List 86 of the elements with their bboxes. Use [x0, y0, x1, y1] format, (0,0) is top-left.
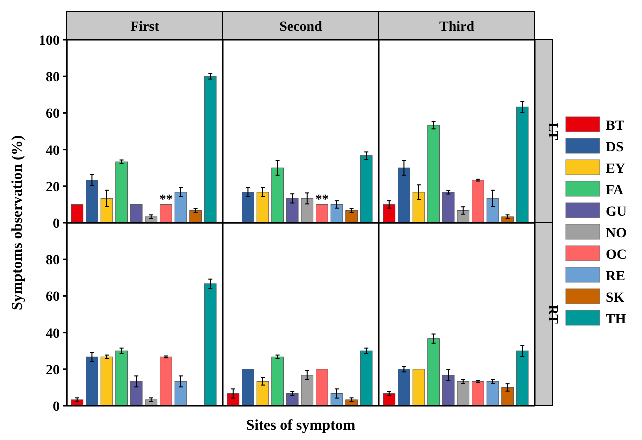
bar: [71, 400, 84, 406]
x-tick-label: Third: [439, 20, 475, 35]
bar: [301, 198, 314, 224]
bar: [516, 106, 529, 224]
bar: [428, 125, 440, 224]
bar: [486, 198, 500, 224]
bar: [256, 381, 270, 406]
y-tick-label: 0: [53, 217, 60, 232]
bar: [272, 356, 284, 406]
bar: [272, 168, 284, 224]
y-tick-label: 80: [46, 70, 60, 86]
y-axis-title: Symptoms observation (%): [10, 136, 26, 310]
y-tick-label: 40: [46, 144, 60, 159]
bar: [286, 198, 299, 224]
y-tick-label: 60: [46, 107, 60, 122]
bar: [204, 76, 217, 224]
bar: [412, 192, 426, 224]
bar: [360, 156, 373, 224]
bar: [398, 369, 410, 406]
bar: [71, 204, 84, 224]
bar: [442, 375, 455, 406]
bar: [204, 284, 217, 406]
bar: [360, 350, 373, 406]
legend-label: RE: [606, 270, 626, 284]
legend-label: TH: [606, 312, 626, 328]
bar: [174, 192, 188, 224]
x-tick-label: First: [130, 20, 160, 35]
bar: [457, 210, 470, 224]
bar: [472, 381, 484, 406]
bar: [442, 192, 455, 224]
bar: [346, 400, 358, 406]
bar: [86, 356, 98, 406]
bar: [301, 375, 314, 406]
bar: [428, 338, 440, 406]
y-tick-label: 20: [46, 363, 60, 378]
bar: [160, 356, 172, 406]
bar: [502, 387, 514, 406]
bar: [116, 350, 128, 406]
bar: [383, 204, 396, 224]
bar: [516, 350, 529, 406]
bar: [457, 381, 470, 406]
legend-label: FA: [606, 184, 625, 198]
bar: [286, 393, 299, 406]
bar: [145, 400, 158, 406]
bar: [160, 204, 172, 224]
bar: [130, 204, 143, 224]
bar: [383, 393, 396, 406]
legend-label: NO: [606, 226, 628, 242]
bar: [86, 180, 98, 224]
y-tick-label: 40: [46, 326, 60, 342]
y-tick-label: 0: [53, 400, 60, 415]
bar: [116, 162, 128, 224]
bar: [330, 204, 344, 224]
legend-label: SK: [606, 291, 625, 306]
bar: [472, 180, 484, 224]
y-tick-label: 80: [46, 254, 60, 269]
bar: [145, 216, 158, 224]
data-label: **: [316, 192, 329, 207]
bar: [100, 198, 114, 224]
legend-label: EY: [606, 162, 626, 177]
x-axis-title: Sites of symptom: [246, 418, 356, 434]
legend-label: GU: [606, 205, 627, 220]
legend-label: DS: [606, 140, 624, 156]
bar: [256, 192, 270, 224]
y-tick-label: 100: [39, 34, 60, 49]
y-tick-label: 60: [46, 290, 60, 306]
bar: [412, 369, 426, 406]
bar: [316, 204, 328, 224]
bar: [190, 210, 202, 224]
bar: [398, 168, 410, 224]
bar: [486, 381, 500, 406]
bar: [502, 216, 514, 224]
bar: [130, 381, 143, 406]
bar: [227, 393, 240, 406]
y-tick-label: 20: [46, 180, 60, 196]
data-label: **: [160, 192, 173, 207]
bar: [242, 192, 254, 224]
x-tick-label: Second: [280, 20, 323, 35]
bar: [100, 356, 114, 406]
legend-label: BT: [606, 119, 626, 134]
bar: [346, 210, 358, 224]
bar: [330, 393, 344, 406]
bar: [174, 381, 188, 406]
bar: [316, 369, 328, 406]
bar: [242, 369, 254, 406]
legend-label: OC: [606, 248, 627, 263]
